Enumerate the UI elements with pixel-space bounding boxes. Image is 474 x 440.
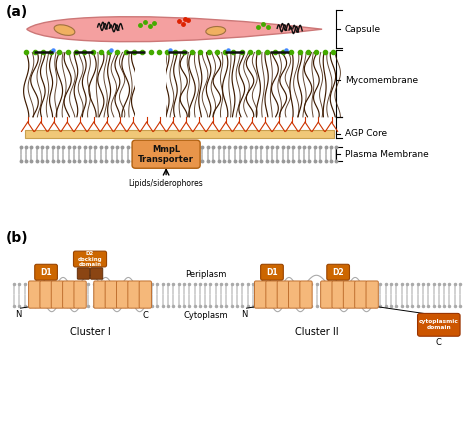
Text: D2
docking
domain: D2 docking domain: [78, 251, 102, 268]
FancyBboxPatch shape: [77, 268, 90, 279]
Text: N: N: [241, 310, 248, 319]
Text: D1: D1: [40, 268, 52, 277]
Text: (b): (b): [5, 231, 28, 245]
FancyBboxPatch shape: [266, 281, 278, 308]
Text: Cluster I: Cluster I: [70, 327, 110, 337]
FancyBboxPatch shape: [261, 264, 283, 280]
Text: D2: D2: [332, 268, 344, 277]
Text: Periplasm: Periplasm: [185, 270, 226, 279]
FancyBboxPatch shape: [94, 281, 106, 308]
PathPatch shape: [27, 17, 322, 42]
Text: Lipids/siderophores: Lipids/siderophores: [129, 179, 203, 188]
FancyBboxPatch shape: [355, 281, 367, 308]
FancyBboxPatch shape: [35, 264, 57, 280]
FancyBboxPatch shape: [343, 281, 356, 308]
FancyBboxPatch shape: [255, 281, 267, 308]
Text: (a): (a): [5, 5, 27, 19]
Bar: [136, 48, 166, 119]
Text: D1: D1: [266, 268, 278, 277]
FancyBboxPatch shape: [289, 281, 301, 308]
FancyBboxPatch shape: [327, 264, 349, 280]
Text: Mycomembrane: Mycomembrane: [345, 76, 418, 85]
FancyBboxPatch shape: [320, 281, 333, 308]
Bar: [25, 130, 334, 138]
FancyBboxPatch shape: [40, 281, 52, 308]
Text: N: N: [16, 310, 22, 319]
FancyBboxPatch shape: [91, 268, 103, 279]
FancyBboxPatch shape: [128, 281, 140, 308]
FancyBboxPatch shape: [51, 281, 64, 308]
Text: MmpL
Transporter: MmpL Transporter: [138, 144, 194, 164]
FancyBboxPatch shape: [63, 281, 75, 308]
FancyBboxPatch shape: [74, 281, 86, 308]
Text: cytoplasmic
domain: cytoplasmic domain: [419, 319, 459, 330]
FancyBboxPatch shape: [105, 281, 118, 308]
Ellipse shape: [206, 26, 226, 35]
FancyBboxPatch shape: [418, 313, 460, 336]
Text: C: C: [436, 337, 442, 347]
Text: C: C: [142, 311, 148, 320]
Text: Cytoplasm: Cytoplasm: [183, 311, 228, 320]
FancyBboxPatch shape: [117, 281, 129, 308]
FancyBboxPatch shape: [332, 281, 344, 308]
FancyBboxPatch shape: [300, 281, 312, 308]
FancyBboxPatch shape: [28, 281, 41, 308]
Ellipse shape: [54, 25, 75, 35]
FancyBboxPatch shape: [132, 140, 200, 168]
Text: AGP Core: AGP Core: [345, 129, 387, 138]
FancyBboxPatch shape: [277, 281, 290, 308]
Text: Cluster II: Cluster II: [294, 327, 338, 337]
FancyBboxPatch shape: [366, 281, 378, 308]
FancyBboxPatch shape: [73, 251, 107, 267]
Text: Plasma Membrane: Plasma Membrane: [345, 150, 428, 159]
Text: Capsule: Capsule: [345, 25, 381, 34]
FancyBboxPatch shape: [139, 281, 152, 308]
